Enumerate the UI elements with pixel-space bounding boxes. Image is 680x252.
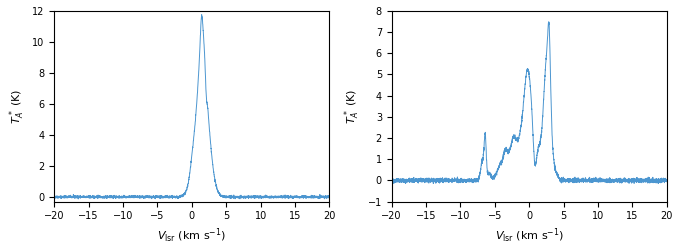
Y-axis label: $T^*_A$ (K): $T^*_A$ (K) xyxy=(343,88,362,124)
X-axis label: $V_{\mathrm{lsr}}$ (km s$^{-1}$): $V_{\mathrm{lsr}}$ (km s$^{-1}$) xyxy=(494,227,564,245)
Y-axis label: $T^*_A$ (K): $T^*_A$ (K) xyxy=(7,88,27,124)
X-axis label: $V_{\mathrm{lsr}}$ (km s$^{-1}$): $V_{\mathrm{lsr}}$ (km s$^{-1}$) xyxy=(157,227,226,245)
